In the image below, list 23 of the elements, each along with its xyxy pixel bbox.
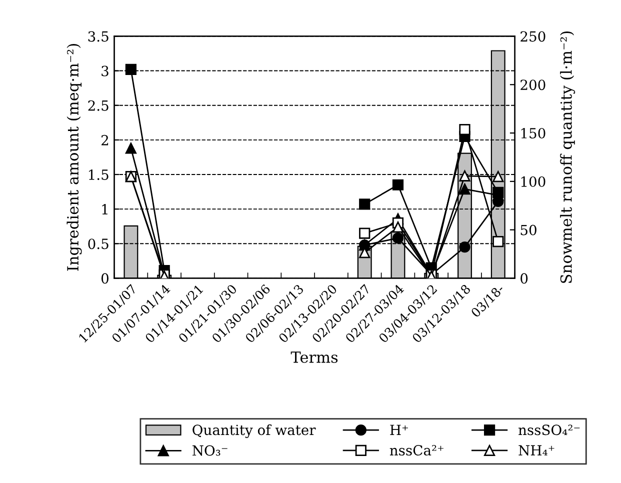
legend-label: Quantity of water [192, 424, 316, 438]
y-axis-title: Ingredient amount (meq·m⁻²) [66, 44, 82, 271]
y2-axis-title: Snowmelt runoff quantity (l·m⁻²) [560, 31, 576, 283]
y-tick-label: 0 [101, 273, 108, 284]
x-axis-title: Terms [290, 352, 338, 363]
legend-label: NO₃⁻ [192, 445, 228, 456]
y2-tick-label: 250 [520, 31, 546, 42]
y2-tick-label: 50 [520, 224, 536, 236]
y-tick-label: 0.5 [88, 238, 108, 250]
y2-tick-label: 150 [521, 128, 546, 138]
y-tick-label: 3 [102, 66, 108, 76]
legend-label: NH₄⁺ [518, 445, 554, 456]
y2-tick-label: 100 [521, 176, 546, 187]
y2-tick-label: 200 [520, 80, 546, 90]
y-tick-label: 2 [102, 134, 108, 146]
y2-tick-label: 0 [520, 273, 528, 284]
y-tick-label: 3.5 [88, 31, 108, 42]
y-tick-label: 1.5 [89, 169, 108, 180]
legend-label: nssSO₄²⁻ [518, 424, 580, 436]
y-tick-label: 1 [102, 204, 108, 214]
legend-label: H⁺ [390, 424, 408, 435]
legend-label: nssCa²⁺ [390, 445, 444, 456]
y-tick-label: 2.5 [88, 100, 108, 111]
